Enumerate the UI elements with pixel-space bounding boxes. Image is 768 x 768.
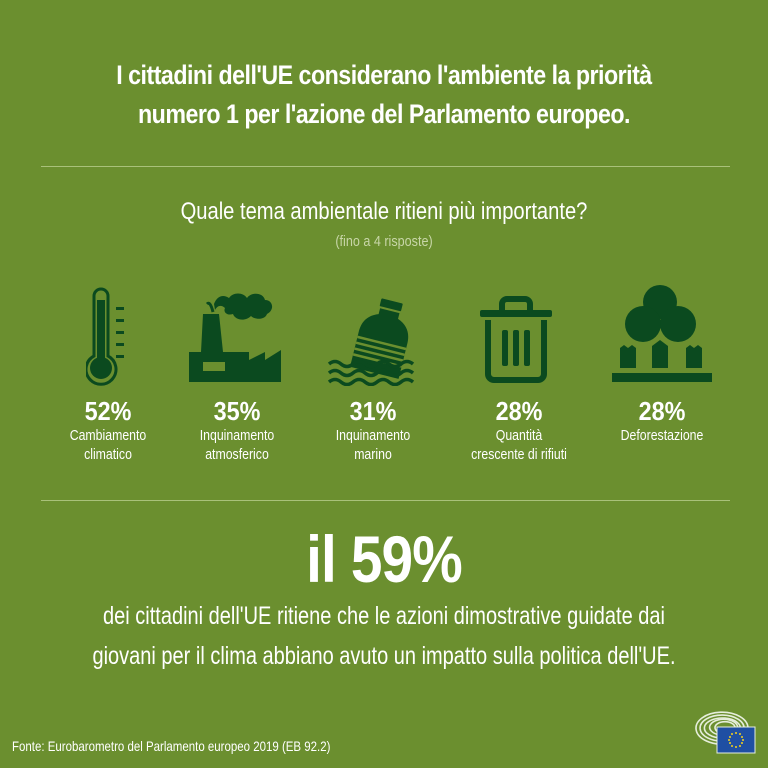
stat-label: Cambiamento xyxy=(69,427,147,444)
stat-percent: 52% xyxy=(84,396,132,426)
factory-icon xyxy=(189,293,281,382)
stat-label: marino xyxy=(354,446,392,463)
stat-label: Deforestazione xyxy=(620,427,704,444)
divider-top xyxy=(41,166,730,167)
stat-label: Inquinamento xyxy=(335,427,411,444)
page-title: I cittadini dell'UE considerano l'ambien… xyxy=(54,56,714,134)
stat-label: Quantità xyxy=(495,427,543,444)
tree-deforestation-icon xyxy=(612,285,712,382)
stat-climate-change: 52% Cambiamento climatico xyxy=(38,396,178,464)
highlight-line-2: giovani per il clima abbiano avuto un im… xyxy=(92,642,676,670)
stat-label: climatico xyxy=(84,446,132,463)
highlight-stat: il 59% xyxy=(306,522,463,596)
trash-bin-icon xyxy=(480,296,552,383)
bottle-in-water-icon xyxy=(327,298,415,386)
source-note: Fonte: Eurobarometro del Parlamento euro… xyxy=(12,738,331,754)
survey-note: (fino a 4 risposte) xyxy=(335,233,433,250)
stat-label: atmosferico xyxy=(205,446,269,463)
thermometer-icon xyxy=(86,287,124,386)
stat-air-pollution: 35% Inquinamento atmosferico xyxy=(167,396,307,464)
european-parliament-logo xyxy=(695,711,756,754)
stat-percent: 31% xyxy=(349,396,397,426)
eu-flag-icon xyxy=(716,726,756,754)
stat-marine-pollution: 31% Inquinamento marino xyxy=(303,396,443,464)
highlight-line-1: dei cittadini dell'UE ritiene che le azi… xyxy=(103,602,665,630)
survey-question: Quale tema ambientale ritieni più import… xyxy=(180,198,588,225)
stat-percent: 28% xyxy=(495,396,543,426)
divider-bottom xyxy=(41,500,730,501)
stat-waste: 28% Quantità crescente di rifiuti xyxy=(449,396,589,464)
stat-percent: 35% xyxy=(213,396,261,426)
title-line-2: numero 1 per l'azione del Parlamento eur… xyxy=(137,99,631,129)
stat-percent: 28% xyxy=(638,396,686,426)
title-line-1: I cittadini dell'UE considerano l'ambien… xyxy=(116,60,652,90)
stat-deforestation: 28% Deforestazione xyxy=(592,396,732,445)
stat-label: crescente di rifiuti xyxy=(471,446,567,463)
stat-label: Inquinamento xyxy=(199,427,275,444)
highlight-text: dei cittadini dell'UE ritiene che le azi… xyxy=(77,596,691,676)
